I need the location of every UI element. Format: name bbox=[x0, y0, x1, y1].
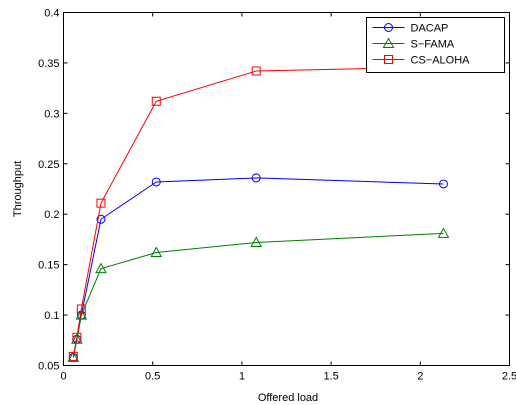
data-point bbox=[67, 351, 80, 362]
y-tick-label: 0.05 bbox=[38, 361, 59, 373]
y-axis-label: Throughput bbox=[12, 161, 24, 217]
x-axis: 0 0.5 1 1.5 2 2.5 bbox=[60, 12, 516, 383]
data-point bbox=[68, 351, 78, 361]
legend-label: CS−ALOHA bbox=[411, 55, 471, 67]
data-point bbox=[250, 236, 263, 247]
x-tick-label: 2 bbox=[417, 371, 423, 383]
y-tick-label: 0.25 bbox=[38, 159, 59, 171]
legend-item: S−FAMA bbox=[372, 37, 455, 51]
data-point bbox=[75, 309, 88, 320]
data-point bbox=[72, 332, 82, 342]
data-point bbox=[96, 198, 106, 208]
y-tick-label: 0.15 bbox=[38, 260, 59, 272]
data-point bbox=[251, 66, 261, 76]
x-tick-label: 0 bbox=[60, 371, 66, 383]
x-axis-label: Offered load bbox=[258, 392, 318, 404]
data-point bbox=[76, 304, 86, 314]
data-point bbox=[150, 246, 163, 258]
data-point bbox=[437, 227, 450, 238]
y-tick-label: 0.35 bbox=[38, 58, 59, 70]
series-line bbox=[72, 66, 444, 357]
series-layer bbox=[67, 62, 450, 362]
legend-marker bbox=[384, 55, 393, 64]
x-tick-label: 2.5 bbox=[502, 371, 516, 383]
data-point bbox=[151, 96, 161, 106]
data-point bbox=[95, 262, 107, 274]
y-tick-label: 0.3 bbox=[44, 108, 59, 120]
data-point bbox=[96, 214, 106, 224]
data-point bbox=[251, 173, 261, 183]
data-point bbox=[438, 179, 448, 189]
legend: DACAP S−FAMA CS−ALOHA bbox=[366, 17, 505, 73]
x-tick-label: 0.5 bbox=[145, 371, 160, 383]
legend-item: DACAP bbox=[372, 23, 449, 35]
y-tick-label: 0.1 bbox=[44, 310, 59, 322]
legend-label: DACAP bbox=[411, 23, 449, 35]
y-tick-label: 0.2 bbox=[44, 209, 59, 221]
legend-item: CS−ALOHA bbox=[372, 55, 471, 67]
legend-marker bbox=[382, 37, 395, 48]
legend-label: S−FAMA bbox=[411, 39, 455, 51]
data-point bbox=[151, 177, 161, 187]
x-tick-label: 1 bbox=[239, 371, 245, 383]
y-axis: 0.05 0.1 0.15 0.2 0.25 0.3 0.35 0.4 bbox=[38, 8, 510, 373]
legend-marker bbox=[384, 23, 393, 32]
data-point bbox=[71, 333, 83, 344]
y-tick-label: 0.4 bbox=[44, 8, 59, 20]
x-tick-label: 1.5 bbox=[323, 371, 338, 383]
